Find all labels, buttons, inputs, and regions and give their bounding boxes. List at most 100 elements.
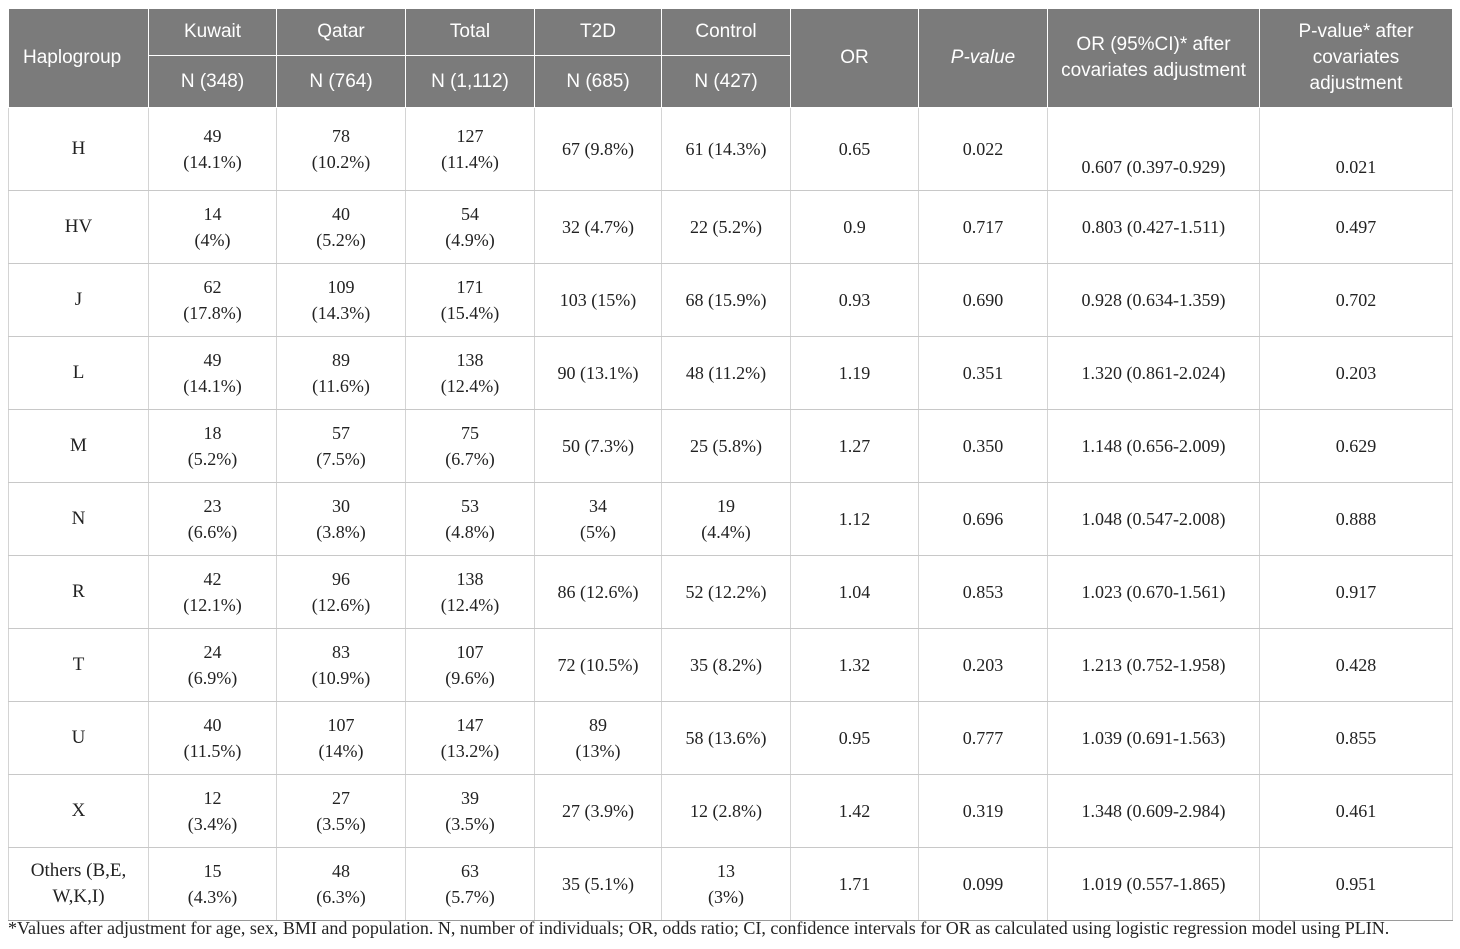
cell-or-adjusted: 1.023 (0.670-1.561) — [1047, 555, 1260, 629]
cell-or-adjusted: 1.320 (0.861-2.024) — [1047, 336, 1260, 410]
cell-pvalue: 0.696 — [918, 482, 1048, 556]
table-row: R 42 (12.1%) 96 (12.6%) 138 (12.4%) 86 (12.6… — [8, 555, 1453, 629]
cell-pvalue-adjusted: 0.951 — [1259, 847, 1453, 921]
table-row: H 49 (14.1%) 78 (10.2%) 127 (11.4%) 67 (9.8%… — [8, 107, 1453, 191]
cell-total: 54 (4.9%) — [405, 190, 535, 264]
cell-or: 1.32 — [790, 628, 919, 702]
header-control: Control — [661, 8, 791, 56]
haplogroup-table: Haplogroup Kuwait Qatar Total T2D Contro… — [8, 8, 1453, 921]
table-row: T 24 (6.9%) 83 (10.9%) 107 (9.6%) 72 (10.5%)… — [8, 628, 1453, 702]
header-pvalue-text: P-value — [950, 47, 1016, 68]
cell-total: 138 (12.4%) — [405, 336, 535, 410]
header-pvalue: P-value — [918, 8, 1048, 108]
table-row: HV 14 (4%) 40 (5.2%) 54 (4.9%) 32 (4.7%) 22 (… — [8, 190, 1453, 264]
table-row: X 12 (3.4%) 27 (3.5%) 39 (3.5%) 27 (3.9%) 12 … — [8, 774, 1453, 848]
cell-kuwait: 49 (14.1%) — [148, 107, 277, 191]
cell-qatar: 48 (6.3%) — [276, 847, 406, 921]
cell-qatar: 57 (7.5%) — [276, 409, 406, 483]
table-row: L 49 (14.1%) 89 (11.6%) 138 (12.4%) 90 (13.1… — [8, 336, 1453, 410]
cell-total: 127 (11.4%) — [405, 107, 535, 191]
header-n-total: N (1,112) — [405, 55, 535, 108]
cell-or-adjusted: 0.607 (0.397-0.929) — [1047, 107, 1260, 191]
header-n-qatar: N (764) — [276, 55, 406, 108]
cell-or: 1.42 — [790, 774, 919, 848]
cell-or: 0.95 — [790, 701, 919, 775]
cell-qatar: 83 (10.9%) — [276, 628, 406, 702]
cell-total: 39 (3.5%) — [405, 774, 535, 848]
cell-kuwait: 12 (3.4%) — [148, 774, 277, 848]
cell-qatar: 107 (14%) — [276, 701, 406, 775]
cell-qatar: 109 (14.3%) — [276, 263, 406, 337]
cell-pvalue-adjusted: 0.021 — [1259, 107, 1453, 191]
cell-or-adjusted: 1.213 (0.752-1.958) — [1047, 628, 1260, 702]
cell-control: 52 (12.2%) — [661, 555, 791, 629]
cell-or-adjusted: 1.019 (0.557-1.865) — [1047, 847, 1260, 921]
cell-haplogroup: J — [8, 263, 149, 337]
header-n-control: N (427) — [661, 55, 791, 108]
cell-pvalue-adjusted: 0.855 — [1259, 701, 1453, 775]
cell-pvalue: 0.022 — [918, 107, 1048, 191]
table-footnote: *Values after adjustment for age, sex, B… — [8, 918, 1390, 938]
cell-or: 1.71 — [790, 847, 919, 921]
cell-qatar: 78 (10.2%) — [276, 107, 406, 191]
cell-kuwait: 23 (6.6%) — [148, 482, 277, 556]
cell-kuwait: 24 (6.9%) — [148, 628, 277, 702]
cell-t2d: 34 (5%) — [534, 482, 662, 556]
cell-pvalue-adjusted: 0.461 — [1259, 774, 1453, 848]
table-row: J 62 (17.8%) 109 (14.3%) 171 (15.4%) 103 (15… — [8, 263, 1453, 337]
cell-qatar: 40 (5.2%) — [276, 190, 406, 264]
cell-kuwait: 62 (17.8%) — [148, 263, 277, 337]
cell-pvalue: 0.350 — [918, 409, 1048, 483]
cell-haplogroup: Others (B,E, W,K,I) — [8, 847, 149, 921]
cell-t2d: 103 (15%) — [534, 263, 662, 337]
header-or: OR — [790, 8, 919, 108]
cell-pvalue-adjusted: 0.497 — [1259, 190, 1453, 264]
cell-or-adjusted: 1.348 (0.609-2.984) — [1047, 774, 1260, 848]
header-pvalue-adjusted: P-value* after covariates adjustment — [1259, 8, 1453, 108]
cell-t2d: 50 (7.3%) — [534, 409, 662, 483]
cell-control: 19 (4.4%) — [661, 482, 791, 556]
cell-or-adjusted: 0.803 (0.427-1.511) — [1047, 190, 1260, 264]
cell-total: 147 (13.2%) — [405, 701, 535, 775]
cell-control: 35 (8.2%) — [661, 628, 791, 702]
cell-pvalue: 0.717 — [918, 190, 1048, 264]
cell-control: 48 (11.2%) — [661, 336, 791, 410]
cell-pvalue-adjusted: 0.203 — [1259, 336, 1453, 410]
cell-kuwait: 14 (4%) — [148, 190, 277, 264]
cell-or: 1.04 — [790, 555, 919, 629]
cell-haplogroup: R — [8, 555, 149, 629]
cell-total: 107 (9.6%) — [405, 628, 535, 702]
header-qatar: Qatar — [276, 8, 406, 56]
cell-pvalue-adjusted: 0.702 — [1259, 263, 1453, 337]
cell-or: 0.9 — [790, 190, 919, 264]
cell-or: 1.27 — [790, 409, 919, 483]
cell-control: 22 (5.2%) — [661, 190, 791, 264]
cell-pvalue-adjusted: 0.629 — [1259, 409, 1453, 483]
cell-control: 68 (15.9%) — [661, 263, 791, 337]
cell-control: 12 (2.8%) — [661, 774, 791, 848]
header-or-adjusted: OR (95%CI)* after covariates adjustment — [1047, 8, 1260, 108]
cell-control: 58 (13.6%) — [661, 701, 791, 775]
cell-pvalue-adjusted: 0.428 — [1259, 628, 1453, 702]
cell-haplogroup: N — [8, 482, 149, 556]
cell-haplogroup: HV — [8, 190, 149, 264]
cell-pvalue: 0.690 — [918, 263, 1048, 337]
table-row: Others (B,E, W,K,I) 15 (4.3%) 48 (6.3%) 63 … — [8, 847, 1453, 921]
header-haplogroup: Haplogroup — [8, 8, 149, 108]
cell-total: 63 (5.7%) — [405, 847, 535, 921]
header-kuwait: Kuwait — [148, 8, 277, 56]
table-header: Haplogroup Kuwait Qatar Total T2D Contro… — [8, 8, 1453, 108]
cell-or-adjusted: 1.148 (0.656-2.009) — [1047, 409, 1260, 483]
cell-haplogroup: T — [8, 628, 149, 702]
cell-total: 138 (12.4%) — [405, 555, 535, 629]
cell-pvalue: 0.777 — [918, 701, 1048, 775]
cell-t2d: 32 (4.7%) — [534, 190, 662, 264]
table-body: H 49 (14.1%) 78 (10.2%) 127 (11.4%) 67 (9.8%… — [8, 107, 1453, 921]
cell-total: 53 (4.8%) — [405, 482, 535, 556]
cell-or: 1.12 — [790, 482, 919, 556]
cell-pvalue: 0.351 — [918, 336, 1048, 410]
cell-kuwait: 40 (11.5%) — [148, 701, 277, 775]
header-n-kuwait: N (348) — [148, 55, 277, 108]
cell-pvalue: 0.319 — [918, 774, 1048, 848]
table-row: N 23 (6.6%) 30 (3.8%) 53 (4.8%) 34 (5%) 19 (4… — [8, 482, 1453, 556]
